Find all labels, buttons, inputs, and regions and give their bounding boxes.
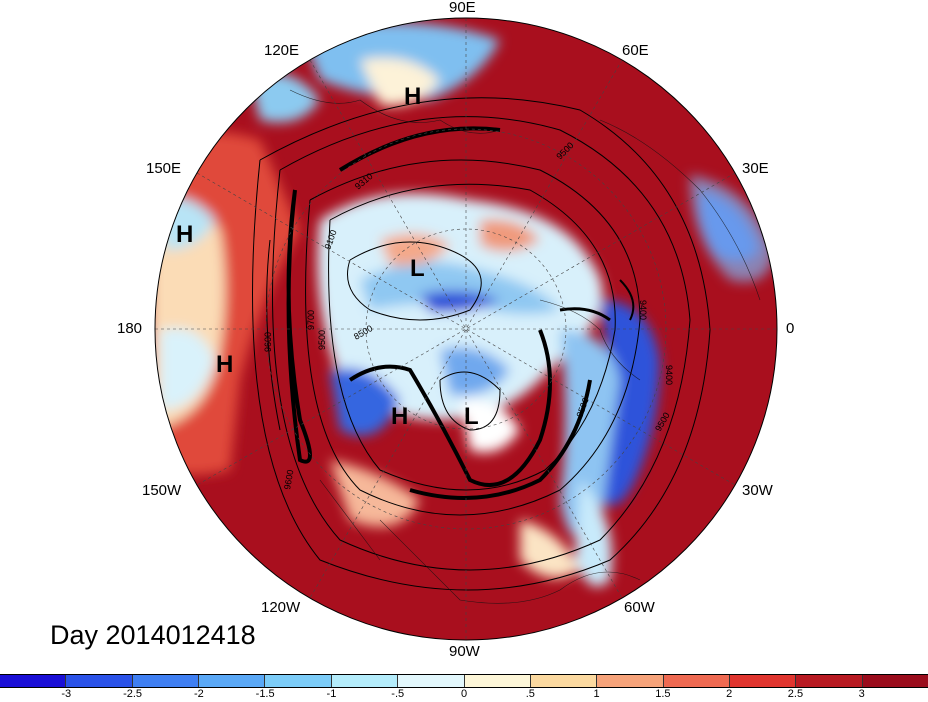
- colorbar-swatch: [0, 675, 67, 687]
- lon-label-120w: 120W: [261, 599, 301, 616]
- colorbar-tick-label: 3: [858, 688, 865, 700]
- lon-label-150w: 150W: [142, 482, 182, 499]
- anomaly-field: [155, 18, 777, 640]
- colorbar-swatch: [530, 675, 598, 687]
- high-center-label: H: [391, 403, 408, 430]
- lon-label-30w: 30W: [742, 482, 773, 499]
- colorbar-tick-label: -1: [326, 688, 337, 700]
- colorbar-tick-label: -.5: [391, 688, 405, 700]
- colorbar: [0, 674, 928, 688]
- graticule: [155, 18, 777, 640]
- colorbar-tick-label: .5: [525, 688, 535, 700]
- contour-label: 9700: [306, 310, 316, 330]
- colorbar-swatch: [597, 675, 664, 687]
- contour-label: 9400: [664, 365, 674, 385]
- contour-label: 9600: [282, 469, 295, 490]
- low-center-label: L: [410, 255, 425, 282]
- pressure-centers: H H H L L H: [176, 83, 479, 430]
- colorbar-swatch: [66, 675, 133, 687]
- colorbar-tick-label: 2.5: [787, 688, 804, 700]
- colorbar-swatch: [729, 675, 797, 687]
- colorbar-swatch: [862, 675, 928, 687]
- colorbar-tick-label: -2: [193, 688, 204, 700]
- colorbar-swatch: [265, 675, 332, 687]
- colorbar-tick-label: -3: [61, 688, 72, 700]
- lon-label-120e: 120E: [264, 42, 300, 59]
- colorbar-swatch: [464, 675, 531, 687]
- contour-label: 9400: [638, 300, 648, 320]
- high-center-label: H: [216, 351, 233, 378]
- contour-label: 9600: [263, 332, 273, 352]
- low-center-label: L: [464, 403, 479, 430]
- lon-label-30e: 30E: [742, 160, 769, 177]
- colorbar-swatch: [132, 675, 200, 687]
- lon-label-90w: 90W: [449, 643, 480, 660]
- colorbar-swatch: [796, 675, 863, 687]
- colorbar-tick-label: -1.5: [255, 688, 275, 700]
- map-boundary: [154, 17, 778, 641]
- lon-label-0: 0: [786, 320, 795, 337]
- colorbar-tick-label: 0: [460, 688, 468, 700]
- geopotential-contours: [252, 97, 711, 591]
- lon-label-90e: 90E: [449, 0, 476, 16]
- colorbar-tick-label: 2: [726, 688, 733, 700]
- colorbar-swatch: [398, 675, 465, 687]
- colorbar-swatch: [663, 675, 730, 687]
- lon-label-60w: 60W: [624, 599, 655, 616]
- colorbar-tick-label: 1: [593, 688, 600, 700]
- lon-label-60e: 60E: [622, 42, 649, 59]
- contour-label: 9500: [317, 330, 327, 350]
- colorbar-tick-label: -2.5: [123, 688, 143, 700]
- day-label: Day 2014012418: [50, 620, 256, 650]
- colorbar-swatch: [199, 675, 266, 687]
- coastlines: [289, 89, 761, 604]
- high-center-label: H: [404, 83, 421, 110]
- colorbar-swatch: [331, 675, 399, 687]
- lon-label-180: 180: [117, 320, 143, 337]
- lon-label-150e: 150E: [146, 160, 182, 177]
- colorbar-tick-label: 1.5: [655, 688, 671, 700]
- high-center-label: H: [176, 221, 193, 248]
